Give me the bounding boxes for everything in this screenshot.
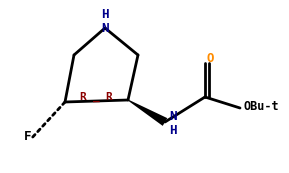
Text: F: F — [24, 130, 32, 143]
Text: N: N — [169, 111, 177, 124]
Text: R: R — [80, 92, 86, 102]
Polygon shape — [128, 100, 167, 126]
Text: N: N — [101, 22, 109, 35]
Text: R: R — [105, 92, 112, 102]
Text: OBu-t: OBu-t — [243, 101, 279, 113]
Text: _: _ — [93, 92, 99, 102]
Text: O: O — [206, 52, 214, 65]
Text: H: H — [169, 124, 177, 136]
Text: H: H — [101, 7, 109, 20]
